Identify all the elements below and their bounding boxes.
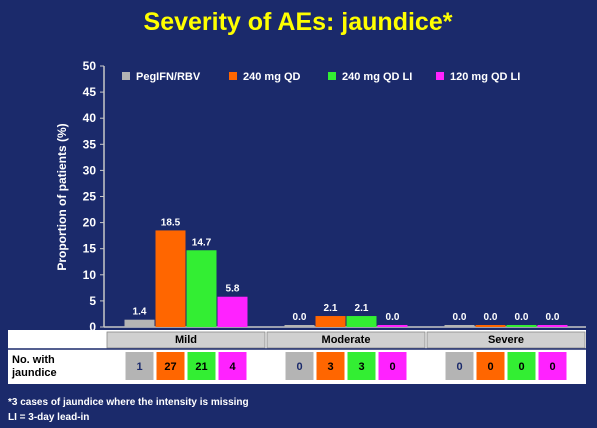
bar-value-label: 0.0 <box>386 312 400 323</box>
bar-value-label: 0.0 <box>293 312 307 323</box>
category-header <box>266 331 426 349</box>
bar-value-label: 14.7 <box>192 237 212 248</box>
y-axis-label: Proportion of patients (%) <box>55 123 69 270</box>
count-cell <box>538 352 567 380</box>
count-cell <box>285 352 314 380</box>
legend-label: 120 mg QD LI <box>450 71 520 83</box>
count-value: 3 <box>358 361 364 373</box>
legend-swatch <box>229 72 237 80</box>
bar-value-label: 0.0 <box>546 312 560 323</box>
legend-swatch <box>436 72 444 80</box>
bar <box>155 230 186 327</box>
legend-swatch <box>122 72 130 80</box>
y-tick-label: 25 <box>83 190 97 204</box>
bar-value-label: 18.5 <box>161 217 181 228</box>
legend-label: PegIFN/RBV <box>136 71 201 83</box>
bar <box>315 316 346 327</box>
bar <box>377 325 408 327</box>
count-value: 0 <box>549 361 555 373</box>
count-cell <box>378 352 407 380</box>
count-cell <box>347 352 376 380</box>
bar <box>537 325 568 327</box>
count-value: 0 <box>296 361 302 373</box>
legend-label: 240 mg QD LI <box>342 71 412 83</box>
category-header <box>106 331 266 349</box>
y-tick-label: 45 <box>83 85 97 99</box>
legend-label: 240 mg QD <box>243 71 301 83</box>
legend: PegIFN/RBV 240 mg QD 240 mg QD LI 120 mg QD… <box>122 71 520 83</box>
category-header <box>426 331 586 349</box>
bar-value-label: 0.0 <box>515 312 529 323</box>
category-label: Severe <box>488 334 524 346</box>
y-tick-label: 15 <box>83 242 97 256</box>
table-row-label: No. with <box>12 354 55 366</box>
footnote-missing-intensity: *3 cases of jaundice where the intensity… <box>8 397 249 408</box>
count-cell <box>445 352 474 380</box>
y-tick-label: 35 <box>83 137 97 151</box>
footnote-lead-in: LI = 3-day lead-in <box>8 412 89 423</box>
count-value: 0 <box>456 361 462 373</box>
table-row-label: jaundice <box>11 367 57 379</box>
count-cell <box>218 352 247 380</box>
bar <box>217 296 248 327</box>
count-value: 0 <box>389 361 395 373</box>
bars: 1.4 18.5 14.7 5.8 0.0 2.1 2.1 0.0 0.0 0.0 0.0 0.0 <box>124 217 568 327</box>
count-cell <box>507 352 536 380</box>
bar <box>506 325 537 327</box>
count-value: 21 <box>195 361 207 373</box>
count-cell <box>316 352 345 380</box>
count-cell <box>476 352 505 380</box>
chart-title: Severity of AEs: jaundice* <box>144 8 453 36</box>
count-value: 27 <box>164 361 176 373</box>
bar-value-label: 0.0 <box>453 312 467 323</box>
y-tick-label: 10 <box>83 268 97 282</box>
count-value: 3 <box>327 361 333 373</box>
count-cell <box>156 352 185 380</box>
y-tick-label: 30 <box>83 163 97 177</box>
count-value: 1 <box>136 361 142 373</box>
bar <box>444 325 475 327</box>
count-cell <box>125 352 154 380</box>
category-label: Moderate <box>322 334 371 346</box>
count-value: 4 <box>229 361 236 373</box>
bar <box>124 319 155 327</box>
count-value: 0 <box>518 361 524 373</box>
count-cell <box>187 352 216 380</box>
y-tick-label: 40 <box>83 111 97 125</box>
bar <box>284 325 315 327</box>
count-value: 0 <box>487 361 493 373</box>
bar <box>475 325 506 327</box>
bar-value-label: 5.8 <box>226 284 240 295</box>
bar <box>186 250 217 327</box>
legend-swatch <box>328 72 336 80</box>
y-tick-label: 0 <box>89 320 96 334</box>
bar <box>346 316 377 327</box>
y-tick-label: 20 <box>83 216 97 230</box>
bar-value-label: 1.4 <box>133 307 147 318</box>
y-tick-label: 50 <box>83 59 97 73</box>
bar-value-label: 0.0 <box>484 312 498 323</box>
category-label: Mild <box>175 334 197 346</box>
bar-value-label: 2.1 <box>324 303 338 314</box>
y-tick-label: 5 <box>89 294 96 308</box>
bar-value-label: 2.1 <box>355 303 369 314</box>
